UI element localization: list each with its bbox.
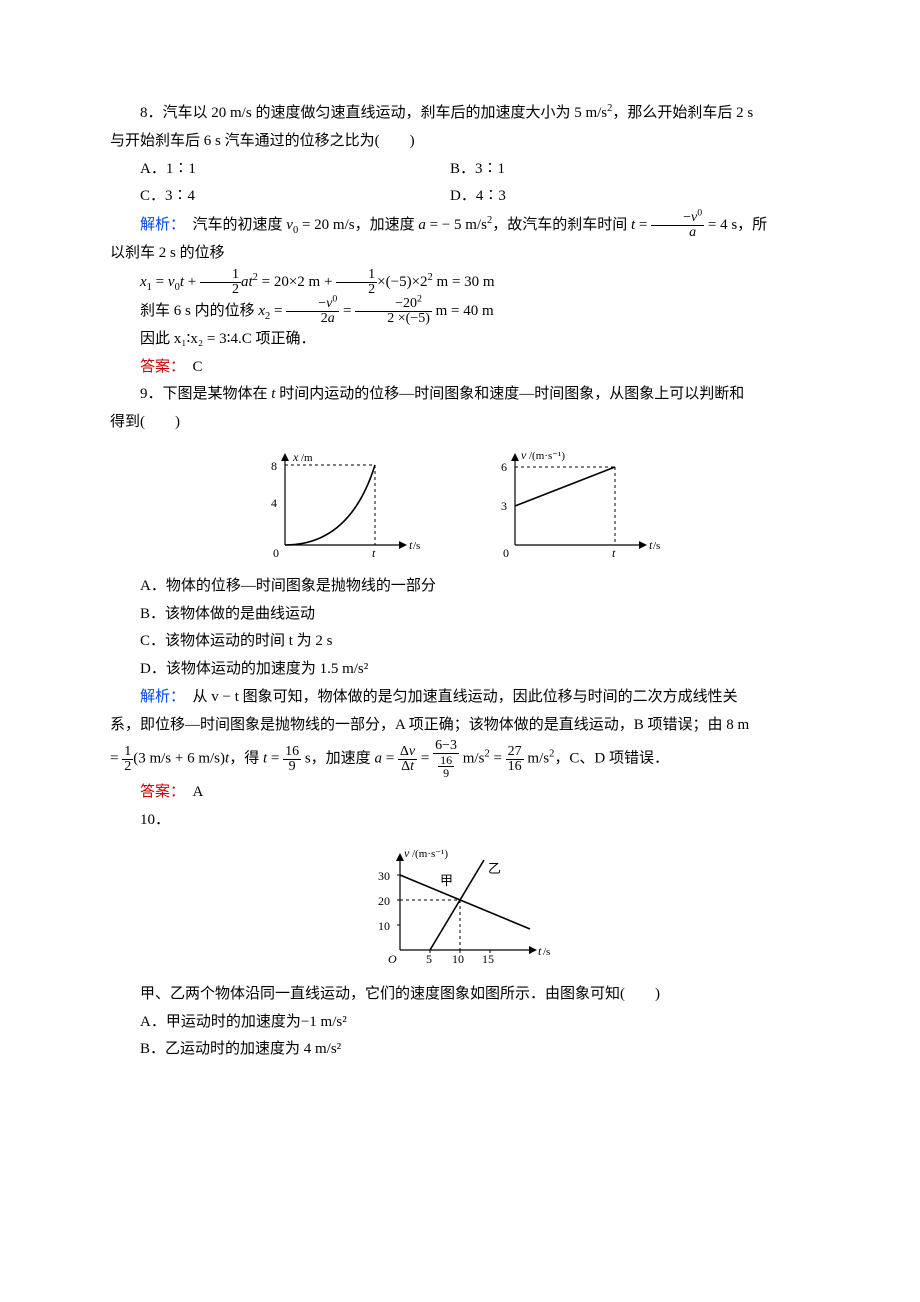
frac-eq2a: −v02a (286, 297, 339, 326)
q9-opt-b: B．该物体做的是曲线运动 (110, 601, 810, 629)
svg-text:v: v (521, 448, 527, 462)
q8-eq2-tail: m = 40 m (436, 303, 494, 319)
q10-opt-b: B．乙运动时的加速度为 4 m/s² (110, 1036, 810, 1064)
q8-opt-a: A．1∶1 (110, 156, 450, 184)
q8-eq2-lead: 刹车 6 s 内的位移 (140, 303, 258, 319)
q9-analysis-l3: = 12(3 m/s + 6 m/s)t，得 t = 169 s，加速度 a =… (110, 739, 810, 779)
q8-opt-c: C．3∶4 (110, 183, 450, 211)
svg-text:乙: 乙 (488, 861, 501, 876)
q8-a1c: = − 5 m/s (426, 217, 487, 233)
svg-text:/m: /m (301, 452, 313, 464)
q9-graph-xt: x/m t/s 4 8 t 0 (245, 445, 425, 565)
q9-ana-tail: ，C、D 项错误． (554, 751, 669, 767)
q9-answer: 答案： A (110, 779, 810, 807)
q9-text-b: 时间内运动的位移—时间图象和速度—时间图象，从图象上可以判断和 (275, 386, 744, 402)
analysis-label: 解析： (140, 217, 178, 233)
svg-text:4: 4 (271, 496, 277, 510)
frac-dv-dt: ΔvΔt (398, 745, 417, 774)
q8-eq1-tail: = 30 m (448, 274, 494, 290)
q8-a1a: 汽车的初速度 (178, 217, 287, 233)
frac-half-2: 12 (336, 268, 377, 297)
frac-half-1: 12 (200, 268, 241, 297)
svg-text:t: t (538, 944, 542, 958)
q9-text-a: 下图是某物体在 (163, 386, 272, 402)
svg-text:O: O (388, 952, 397, 966)
svg-text:/(m·s⁻¹): /(m·s⁻¹) (412, 848, 448, 860)
q9-graphs: x/m t/s 4 8 t 0 v/(m·s⁻¹) t/s (110, 445, 810, 565)
q10-number: 10． (110, 807, 810, 835)
answer-label-2: 答案： (140, 784, 178, 800)
q9-number: 9． (140, 386, 163, 402)
svg-text:3: 3 (501, 499, 507, 513)
page-root: 8．汽车以 20 m/s 的速度做匀速直线运动，刹车后的加速度大小为 5 m/s… (0, 0, 920, 1144)
q8-eq3: 因此 x₁∶x₂ = 3∶4.C 项正确． (110, 326, 810, 354)
answer-label: 答案： (140, 359, 178, 375)
svg-text:v: v (404, 846, 410, 860)
q10-opt-a: A．甲运动时的加速度为−1 m/s² (110, 1009, 810, 1037)
frac-eq2b: −2022 ×(−5) (355, 297, 432, 326)
svg-text:t: t (372, 546, 376, 560)
q8-eq1: x1 = v0t + 12at2 = 20×2 m + 12×(−5)×22 m… (110, 268, 810, 297)
frac-16-9: 169 (283, 745, 301, 774)
q8-analysis-line2: 以刹车 2 s 的位移 (110, 240, 810, 268)
q8-eq2: 刹车 6 s 内的位移 x2 = −v02a = −2022 ×(−5) m =… (110, 297, 810, 326)
svg-text:/s: /s (413, 540, 420, 552)
q8-stem-line1: 8．汽车以 20 m/s 的速度做匀速直线运动，刹车后的加速度大小为 5 m/s… (110, 100, 810, 128)
q9-stem-line1: 9．下图是某物体在 t 时间内运动的位移—时间图象和速度—时间图象，从图象上可以… (110, 381, 810, 409)
svg-text:/s: /s (543, 946, 550, 958)
svg-text:6: 6 (501, 460, 507, 474)
frac-half-3: 12 (122, 745, 133, 774)
q8-a1e: = 4 s，所 (704, 217, 767, 233)
svg-text:x: x (292, 450, 299, 464)
q9-answer-val: A (178, 784, 204, 800)
svg-text:15: 15 (482, 952, 494, 966)
svg-text:/s: /s (653, 540, 660, 552)
frac-v0-a: −v0a (651, 211, 704, 240)
svg-text:10: 10 (378, 919, 390, 933)
svg-text:30: 30 (378, 869, 390, 883)
q8-opts-row1: A．1∶1 B．3∶1 (110, 156, 810, 184)
q8-answer-val: C (178, 359, 203, 375)
svg-text:0: 0 (503, 546, 509, 560)
q10-body: 甲、乙两个物体沿同一直线运动，它们的速度图象如图所示．由图象可知( ) (110, 981, 810, 1009)
svg-text:8: 8 (271, 459, 277, 473)
q9-analysis-l1: 解析： 从 v − t 图象可知，物体做的是匀加速直线运动，因此位移与时间的二次… (110, 684, 810, 712)
q9-opt-c: C．该物体运动的时间 t 为 2 s (110, 628, 810, 656)
q8-a1d: ，故汽车的刹车时间 (492, 217, 631, 233)
q8-answer: 答案： C (110, 354, 810, 382)
q9-stem-line2: 得到( ) (110, 409, 810, 437)
a-sym: a (418, 217, 426, 233)
svg-text:10: 10 (452, 952, 464, 966)
q10-graph-wrap: v/(m·s⁻¹) t/s 30 20 10 5 10 15 O (110, 843, 810, 973)
svg-text:20: 20 (378, 894, 390, 908)
frac-big: 6−3169 (433, 739, 459, 779)
svg-text:甲: 甲 (440, 873, 453, 888)
v0-sym: v (286, 217, 293, 233)
q9-graph-vt: v/(m·s⁻¹) t/s 3 6 t 0 (475, 445, 675, 565)
q8-opt-d: D．4∶3 (450, 183, 810, 211)
q9-opt-a: A．物体的位移—时间图象是抛物线的一部分 (110, 573, 810, 601)
q9-analysis-l2: 系，即位移—时间图象是抛物线的一部分，A 项正确；该物体做的是直线运动，B 项错… (110, 712, 810, 740)
q8-text-a: 汽车以 20 m/s 的速度做匀速直线运动，刹车后的加速度大小为 5 m/s (163, 105, 608, 121)
q8-a1b: = 20 m/s，加速度 (298, 217, 418, 233)
q9-ana-a: 从 v − t 图象可知，物体做的是匀加速直线运动，因此位移与时间的二次方成线性… (178, 689, 738, 705)
svg-text:t: t (612, 546, 616, 560)
svg-text:/(m·s⁻¹): /(m·s⁻¹) (529, 450, 565, 462)
q9-opt-d: D．该物体运动的加速度为 1.5 m/s² (110, 656, 810, 684)
t-sym: t (631, 217, 635, 233)
q8-stem-line2: 与开始刹车后 6 s 汽车通过的位移之比为( ) (110, 128, 810, 156)
q8-opts-row2: C．3∶4 D．4∶3 (110, 183, 810, 211)
q10-graph-vt: v/(m·s⁻¹) t/s 30 20 10 5 10 15 O (355, 843, 565, 973)
frac-27-16: 2716 (506, 745, 524, 774)
q8-number: 8． (140, 105, 163, 121)
q8-opt-b: B．3∶1 (450, 156, 810, 184)
svg-text:0: 0 (273, 546, 279, 560)
svg-text:5: 5 (426, 952, 432, 966)
analysis-label-2: 解析： (140, 689, 178, 705)
q8-analysis-line1: 解析： 汽车的初速度 v0 = 20 m/s，加速度 a = − 5 m/s2，… (110, 211, 810, 240)
q8-text-b: ，那么开始刹车后 2 s (612, 105, 753, 121)
